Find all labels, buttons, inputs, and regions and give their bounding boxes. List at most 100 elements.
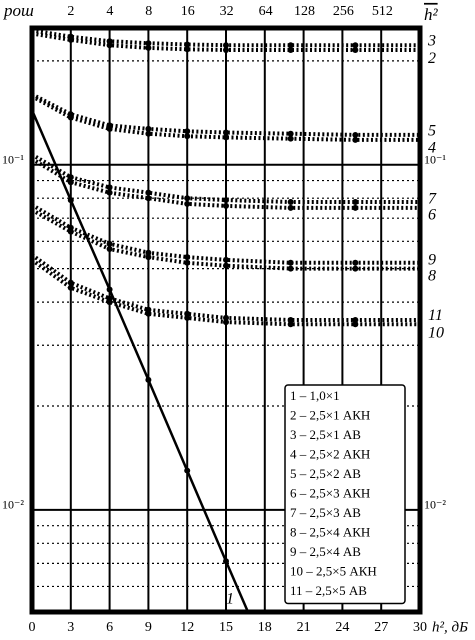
series-marker bbox=[352, 321, 359, 328]
series-marker bbox=[184, 467, 191, 474]
series-marker bbox=[287, 198, 294, 205]
series-marker bbox=[184, 195, 191, 202]
x2-tick-label: 4 bbox=[106, 4, 113, 19]
curve-label: 8 bbox=[428, 267, 436, 284]
curve-label: 3 bbox=[427, 33, 436, 50]
curve-label: 2 bbox=[428, 50, 436, 67]
series-marker bbox=[145, 376, 152, 383]
series-marker bbox=[145, 130, 152, 137]
x2-tick-label: 128 bbox=[294, 4, 315, 19]
series-marker bbox=[106, 189, 113, 196]
series-marker bbox=[352, 259, 359, 266]
series-marker bbox=[352, 136, 359, 143]
series-marker bbox=[145, 310, 152, 317]
series-marker bbox=[287, 135, 294, 142]
curve-label: 9 bbox=[428, 251, 436, 268]
legend-entry: 7 – 2,5×3 АВ bbox=[290, 505, 361, 520]
x-axis-title: h², дБ bbox=[432, 619, 468, 635]
series-marker bbox=[223, 197, 229, 204]
legend-entry: 9 – 2,5×4 АВ bbox=[290, 544, 361, 559]
series-marker bbox=[145, 125, 152, 132]
series-marker bbox=[67, 197, 74, 204]
series-marker bbox=[223, 134, 229, 141]
series-marker bbox=[223, 256, 229, 263]
series-marker bbox=[184, 200, 191, 207]
series-line bbox=[30, 258, 420, 327]
series-line bbox=[31, 31, 420, 52]
x-tick-label: 0 bbox=[29, 620, 36, 635]
x2-tick-label: 8 bbox=[145, 4, 152, 19]
series-marker bbox=[352, 131, 359, 138]
series-marker bbox=[287, 316, 294, 323]
series-marker bbox=[145, 44, 152, 51]
legend-entry: 2 – 2,5×1 АКН bbox=[290, 407, 370, 422]
series-marker bbox=[352, 198, 359, 205]
series-marker bbox=[67, 36, 74, 43]
series-marker bbox=[145, 40, 152, 47]
x2-tick-label: 2 bbox=[67, 4, 74, 19]
series-marker bbox=[106, 299, 113, 306]
legend-entry: 10 – 2,5×5 АКН bbox=[290, 563, 377, 578]
legend-entry: 1 – 1,0×1 bbox=[290, 388, 340, 403]
series-marker bbox=[223, 558, 229, 565]
series-marker bbox=[223, 47, 229, 54]
legend-entry: 11 – 2,5×5 АВ bbox=[290, 583, 367, 598]
x-tick-label: 27 bbox=[374, 620, 388, 635]
series-marker bbox=[145, 189, 152, 196]
curve-label: 4 bbox=[428, 140, 436, 157]
series-marker bbox=[352, 42, 359, 49]
x-tick-label: 9 bbox=[145, 620, 152, 635]
curve-label: 10 bbox=[428, 325, 444, 342]
series-marker bbox=[287, 47, 294, 54]
series-marker bbox=[106, 286, 113, 293]
x-tick-label: 24 bbox=[335, 620, 349, 635]
series-marker bbox=[223, 202, 229, 209]
x2-tick-label: 32 bbox=[220, 4, 234, 19]
series-marker bbox=[184, 133, 191, 140]
series-marker bbox=[287, 130, 294, 137]
x-tick-label: 6 bbox=[106, 620, 113, 635]
series-marker bbox=[145, 249, 152, 256]
series-marker bbox=[184, 314, 191, 321]
series-marker bbox=[287, 204, 294, 211]
legend-entry: 4 – 2,5×2 АКН bbox=[290, 446, 370, 461]
x-tick-label: 30 bbox=[413, 620, 427, 635]
series-marker bbox=[184, 41, 191, 48]
y-tick-label: 10⁻¹ bbox=[2, 152, 24, 166]
y-tick-label: 10⁻² bbox=[2, 498, 24, 512]
series-marker bbox=[223, 262, 229, 269]
series-marker bbox=[352, 265, 359, 272]
legend-entry: 6 – 2,5×3 АКН bbox=[290, 485, 370, 500]
series-line bbox=[31, 28, 420, 48]
series-marker bbox=[184, 254, 191, 261]
series-marker bbox=[184, 310, 191, 317]
series-marker bbox=[184, 46, 191, 53]
legend-box bbox=[284, 384, 406, 605]
curve-label: 1 bbox=[226, 591, 234, 608]
series-marker bbox=[67, 284, 74, 291]
series-marker bbox=[67, 174, 74, 181]
legend-entry: 5 – 2,5×2 АВ bbox=[290, 466, 361, 481]
series-line bbox=[30, 203, 420, 265]
series-marker bbox=[223, 319, 229, 326]
series-marker bbox=[223, 314, 229, 321]
y2-tick-label: 10⁻² bbox=[424, 498, 446, 512]
x-tick-label: 18 bbox=[258, 620, 272, 635]
curve-label: 6 bbox=[428, 207, 436, 224]
series-marker bbox=[352, 47, 359, 54]
series-marker bbox=[287, 259, 294, 266]
x2-tick-label: 64 bbox=[259, 4, 273, 19]
series-marker bbox=[67, 114, 74, 121]
series-marker bbox=[223, 129, 229, 136]
series-marker bbox=[223, 42, 229, 49]
series-marker bbox=[145, 254, 152, 261]
series-marker bbox=[184, 128, 191, 135]
series-marker bbox=[287, 42, 294, 49]
x-tick-label: 3 bbox=[67, 620, 74, 635]
x-tick-label: 12 bbox=[180, 620, 194, 635]
series-marker bbox=[106, 184, 113, 191]
series-marker bbox=[184, 259, 191, 266]
y2-tick-label: 10⁻¹ bbox=[424, 152, 446, 166]
x2-tick-label: 256 bbox=[333, 4, 354, 19]
